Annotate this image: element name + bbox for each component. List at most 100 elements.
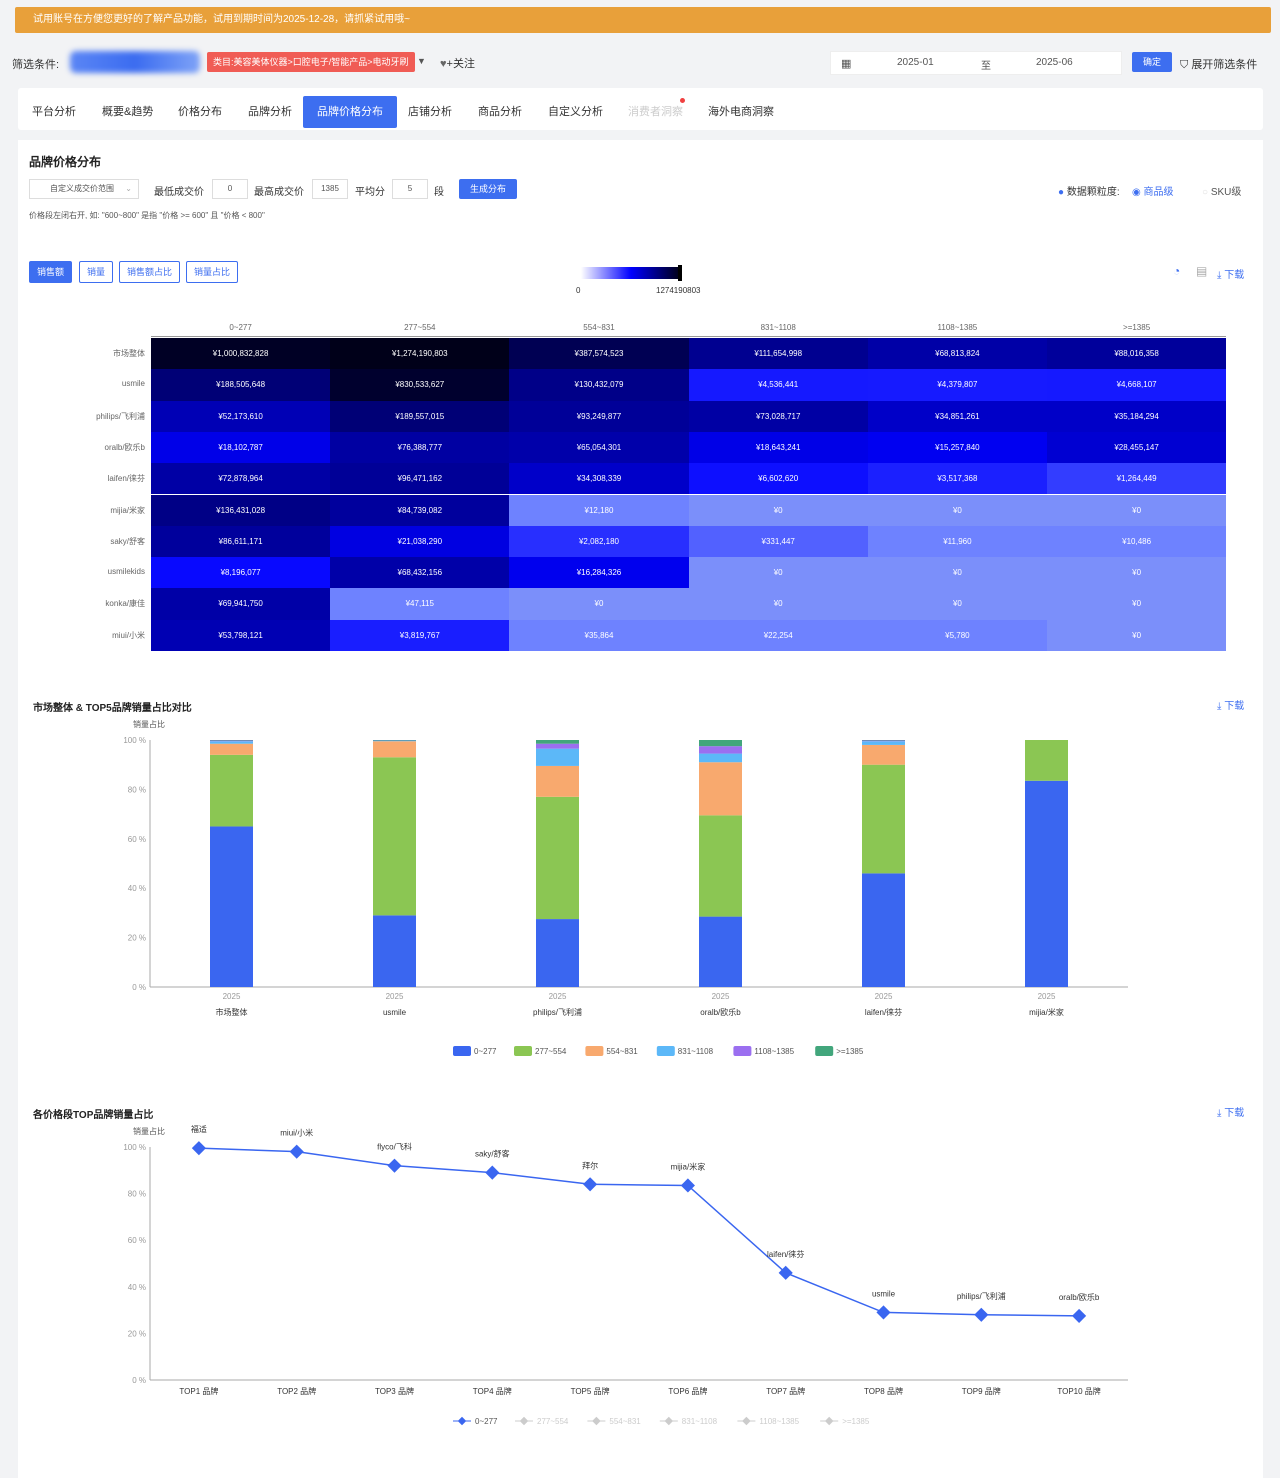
- heatmap-cell[interactable]: ¥1,274,190,803: [330, 338, 510, 370]
- heatmap-cell[interactable]: ¥88,016,358: [1047, 338, 1227, 370]
- heatmap-cell[interactable]: ¥68,432,156: [330, 557, 510, 589]
- heatmap-cell[interactable]: ¥5,780: [867, 619, 1047, 651]
- tab-product-analysis[interactable]: 商品分析: [478, 106, 522, 118]
- heatmap-cell[interactable]: ¥0: [1047, 619, 1227, 651]
- heatmap-cell[interactable]: ¥0: [688, 494, 868, 526]
- heatmap-cell[interactable]: ¥8,196,077: [151, 557, 331, 589]
- heatmap-cell[interactable]: ¥73,028,717: [688, 400, 868, 432]
- tab-platform-analysis[interactable]: 平台分析: [32, 106, 76, 118]
- confirm-button[interactable]: 确定: [1132, 52, 1172, 72]
- heatmap-cell[interactable]: ¥10,486: [1047, 525, 1227, 558]
- legend-swatch: [514, 1046, 532, 1056]
- heatmap-cell[interactable]: ¥35,864: [509, 619, 689, 651]
- heat-legend-handle[interactable]: [678, 265, 682, 281]
- heatmap-cell[interactable]: ¥136,431,028: [151, 494, 331, 526]
- tab-brand-analysis[interactable]: 品牌分析: [248, 106, 292, 118]
- custom-range-select[interactable]: 自定义成交价范围 ⌄: [29, 179, 139, 199]
- heatmap-cell[interactable]: ¥0: [1047, 494, 1227, 526]
- heatmap-cell[interactable]: ¥22,254: [688, 619, 868, 651]
- expand-filter-button[interactable]: ⛉ 展开筛选条件: [1180, 56, 1257, 72]
- heatmap-cell[interactable]: ¥12,180: [509, 494, 689, 526]
- metric-sales-volume-button[interactable]: 销量: [79, 261, 114, 283]
- tab-brand-price-distribution[interactable]: 品牌价格分布: [303, 96, 397, 128]
- min-price-input[interactable]: 0: [212, 179, 248, 199]
- heatmap-cell[interactable]: ¥0: [867, 557, 1047, 589]
- heatmap-cell[interactable]: ¥331,447: [688, 525, 868, 558]
- heatmap-cell[interactable]: ¥4,536,441: [688, 369, 868, 401]
- heatmap-cell[interactable]: ¥3,819,767: [330, 619, 510, 651]
- max-price-input[interactable]: 1385: [312, 179, 348, 199]
- tab-custom-analysis[interactable]: 自定义分析: [548, 106, 603, 118]
- granularity-sku-radio[interactable]: ○ SKU级: [1202, 183, 1241, 198]
- heatmap-cell[interactable]: ¥52,173,610: [151, 400, 331, 432]
- heatmap-cell[interactable]: ¥0: [688, 588, 868, 620]
- tab-overseas-ecommerce[interactable]: 海外电商洞察: [708, 106, 774, 118]
- heatmap-cell[interactable]: ¥4,668,107: [1047, 369, 1227, 401]
- heatmap-row-label: usmile: [121, 379, 145, 389]
- date-to[interactable]: 2025-06: [1036, 57, 1073, 68]
- heatmap-cell[interactable]: ¥0: [867, 494, 1047, 526]
- heatmap-cell[interactable]: ¥18,643,241: [688, 431, 868, 464]
- heatmap-cell[interactable]: ¥0: [1047, 588, 1227, 620]
- tab-consumer-insight[interactable]: 消费者洞察: [628, 106, 683, 118]
- heatmap-cell[interactable]: ¥387,574,523: [509, 338, 689, 370]
- heatmap-cell[interactable]: ¥2,082,180: [509, 525, 689, 558]
- heatmap-cell[interactable]: ¥111,654,998: [688, 338, 868, 370]
- table-icon[interactable]: ▤: [1196, 264, 1208, 278]
- heatmap-cell[interactable]: ¥16,284,326: [509, 557, 689, 589]
- heatmap-cell[interactable]: ¥96,471,162: [330, 463, 510, 495]
- split-count-input[interactable]: 5: [392, 179, 428, 199]
- heatmap-cell[interactable]: ¥189,557,015: [330, 400, 510, 432]
- tab-price-distribution[interactable]: 价格分布: [178, 106, 222, 118]
- heatmap-cell[interactable]: ¥76,388,777: [330, 431, 510, 464]
- pie-chart-icon[interactable]: ◔: [1173, 264, 1181, 278]
- metric-amount-share-button[interactable]: 销售额占比: [119, 261, 181, 283]
- heatmap-cell[interactable]: ¥21,038,290: [330, 525, 510, 558]
- dropdown-caret-icon[interactable]: ▼: [417, 56, 426, 66]
- heatmap-cell[interactable]: ¥65,054,301: [509, 431, 689, 464]
- heatmap-cell[interactable]: ¥11,960: [867, 525, 1047, 558]
- heatmap-cell[interactable]: ¥6,602,620: [688, 463, 868, 495]
- tab-shop-analysis[interactable]: 店铺分析: [408, 106, 452, 118]
- tab-overview-trend[interactable]: 概要&趋势: [102, 106, 154, 118]
- heatmap-cell[interactable]: ¥28,455,147: [1047, 431, 1227, 464]
- heatmap-cell[interactable]: ¥3,517,368: [867, 463, 1047, 495]
- blurred-filter-value[interactable]: [70, 51, 200, 73]
- category-tag[interactable]: 类目:美容美体仪器>口腔电子/智能产品>电动牙刷: [207, 52, 415, 72]
- stacked-bar-segment: [862, 741, 905, 745]
- heatmap-cell[interactable]: ¥86,611,171: [151, 525, 331, 558]
- heatmap-cell[interactable]: ¥34,308,339: [509, 463, 689, 495]
- heatmap-cell[interactable]: ¥47,115: [330, 588, 510, 620]
- heatmap-cell[interactable]: ¥72,878,964: [151, 463, 331, 495]
- download-heatmap-button[interactable]: ⤓ 下载: [1217, 266, 1244, 281]
- heatmap-cell[interactable]: ¥93,249,877: [509, 400, 689, 432]
- download-stacked-button[interactable]: ⤓ 下载: [1217, 697, 1244, 712]
- heatmap-cell[interactable]: ¥15,257,840: [867, 431, 1047, 464]
- heatmap-cell[interactable]: ¥0: [867, 588, 1047, 620]
- heatmap-cell[interactable]: ¥84,739,082: [330, 494, 510, 526]
- date-range-picker[interactable]: ▦ 2025-01 至 2025-06: [830, 51, 1122, 75]
- heatmap-cell[interactable]: ¥1,000,832,828: [151, 338, 331, 370]
- heatmap-cell[interactable]: ¥34,851,261: [867, 400, 1047, 432]
- metric-volume-share-button[interactable]: 销量占比: [186, 261, 239, 283]
- heatmap-cell[interactable]: ¥130,432,079: [509, 369, 689, 401]
- heatmap-cell[interactable]: ¥68,813,824: [867, 338, 1047, 370]
- heatmap-cell[interactable]: ¥1,264,449: [1047, 463, 1227, 495]
- line-chart: 销量占比 0 % 20 % 40 % 60 % 80 % 100 % 福适 TOP1 品牌 miu…: [123, 1124, 1128, 1426]
- heatmap-cell[interactable]: ¥18,102,787: [151, 431, 331, 464]
- heatmap-cell[interactable]: ¥0: [509, 588, 689, 620]
- heatmap-cell[interactable]: ¥0: [688, 557, 868, 589]
- date-from[interactable]: 2025-01: [897, 57, 934, 68]
- generate-distribution-button[interactable]: 生成分布: [459, 179, 517, 199]
- follow-button[interactable]: ♥+关注: [440, 55, 475, 71]
- heatmap-cell[interactable]: ¥69,941,750: [151, 588, 331, 620]
- metric-sales-amount-button[interactable]: 销售额: [29, 261, 73, 283]
- download-line-button[interactable]: ⤓ 下载: [1217, 1104, 1244, 1119]
- heatmap-cell[interactable]: ¥35,184,294: [1047, 400, 1227, 432]
- granularity-product-radio[interactable]: ◉ 商品级: [1132, 183, 1174, 198]
- heatmap-cell[interactable]: ¥0: [1047, 557, 1227, 589]
- heatmap-cell[interactable]: ¥4,379,807: [867, 369, 1047, 401]
- heatmap-cell[interactable]: ¥188,505,648: [151, 369, 331, 401]
- heatmap-cell[interactable]: ¥830,533,627: [330, 369, 510, 401]
- heatmap-cell[interactable]: ¥53,798,121: [151, 619, 331, 651]
